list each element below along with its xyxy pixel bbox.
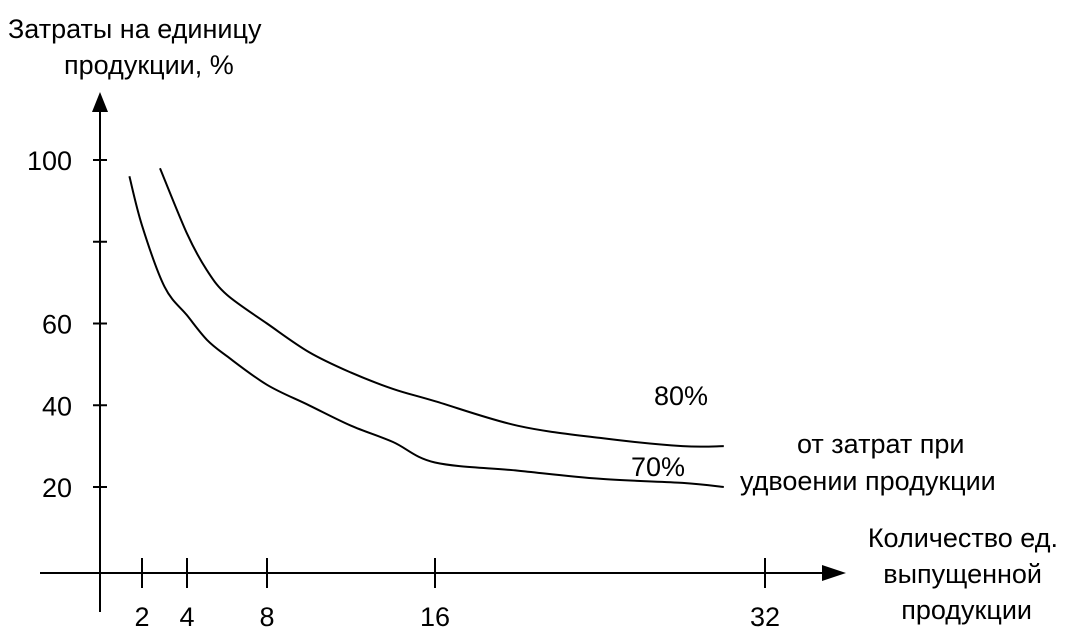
x-tick-label: 2 <box>134 602 149 630</box>
y-tick-label: 100 <box>27 146 72 176</box>
annotation-line1: от затрат при <box>797 429 964 459</box>
series-group <box>128 167 724 488</box>
series-line-70 <box>128 176 724 488</box>
x-axis-title-line2: выпущенной <box>883 559 1042 589</box>
x-tick-label: 8 <box>259 602 274 630</box>
x-axis-title-line1: Количество ед. <box>868 523 1058 553</box>
x-tick-label: 32 <box>750 602 780 630</box>
x-axis-title-line3: продукции <box>901 595 1032 625</box>
x-axis-arrow <box>822 565 846 581</box>
series-label-80: 80% <box>654 381 708 411</box>
y-tick-label: 60 <box>42 310 72 340</box>
y-axis-title-line2: продукции, % <box>64 50 234 80</box>
series-label-70: 70% <box>631 452 685 482</box>
y-axis-title-line1: Затраты на единицу <box>8 14 262 44</box>
series-line-80 <box>159 167 724 448</box>
y-tick-label: 20 <box>42 473 72 503</box>
y-axis-arrow <box>92 92 108 112</box>
annotation-line2: удвоении продукции <box>740 466 996 496</box>
tick-group: 2 4 8 16 32 20 40 60 100 <box>27 146 780 630</box>
y-tick-label: 40 <box>42 391 72 421</box>
x-tick-label: 4 <box>179 602 194 630</box>
x-tick-label: 16 <box>420 602 450 630</box>
